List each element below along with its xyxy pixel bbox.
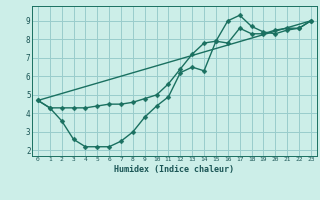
X-axis label: Humidex (Indice chaleur): Humidex (Indice chaleur) <box>115 165 234 174</box>
